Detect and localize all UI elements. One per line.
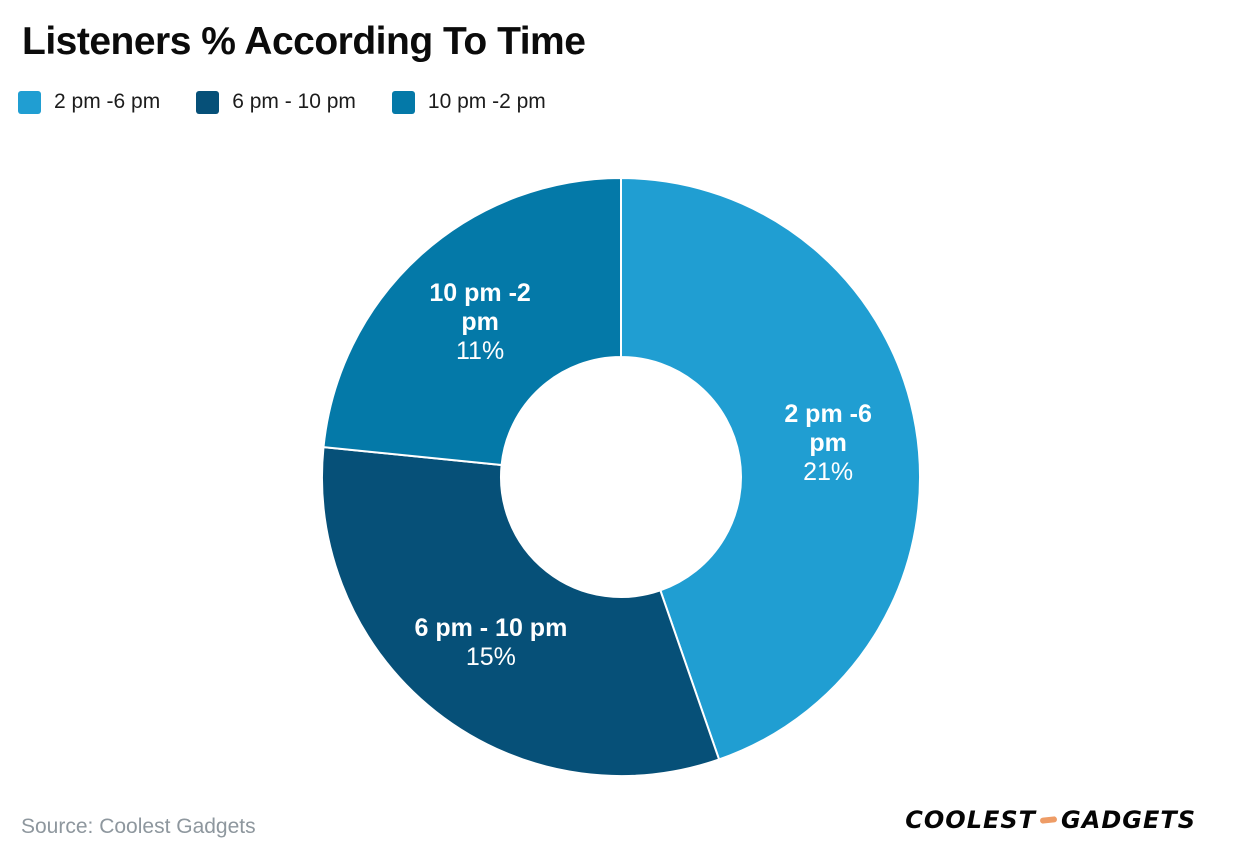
legend-item-6-pm-10-pm[interactable]: 6 pm - 10 pm: [196, 90, 356, 114]
slice-label-6-pm-10-pm: 6 pm - 10 pm 15%: [414, 614, 567, 671]
legend-swatch-icon: [391, 90, 415, 114]
legend-label: 6 pm - 10 pm: [232, 90, 356, 113]
chart-legend: 2 pm -6 pm 6 pm - 10 pm 10 pm -2 pm: [18, 90, 546, 114]
slice-label-2-pm-6-pm: 2 pm -6 pm 21%: [784, 400, 872, 486]
pie-slice-6-pm-10-pm[interactable]: [321, 445, 721, 778]
chart-title: Listeners % According To Time: [22, 20, 586, 63]
legend-label: 10 pm -2 pm: [427, 90, 546, 113]
legend-label: 2 pm -6 pm: [54, 90, 161, 113]
legend-item-2-pm-6-pm[interactable]: 2 pm -6 pm: [18, 90, 160, 114]
source-note: Source: Coolest Gadgets: [21, 815, 256, 838]
legend-swatch-icon: [196, 90, 220, 114]
legend-item-10-pm-2-pm[interactable]: 10 pm -2 pm: [391, 90, 546, 114]
legend-swatch-icon: [18, 90, 41, 114]
pie-slice-10-pm-2-pm[interactable]: [322, 176, 622, 467]
logo-dash-icon: [1039, 816, 1058, 824]
pie-slice-2-pm-6-pm[interactable]: [620, 176, 922, 761]
logo-word-2: GADGETS: [1061, 806, 1196, 834]
slice-label-10-pm-2-pm: 10 pm -2 pm 11%: [429, 279, 530, 365]
logo-word-1: COOLEST: [905, 806, 1037, 834]
brand-logo: COOLEST GADGETS: [905, 806, 1196, 834]
